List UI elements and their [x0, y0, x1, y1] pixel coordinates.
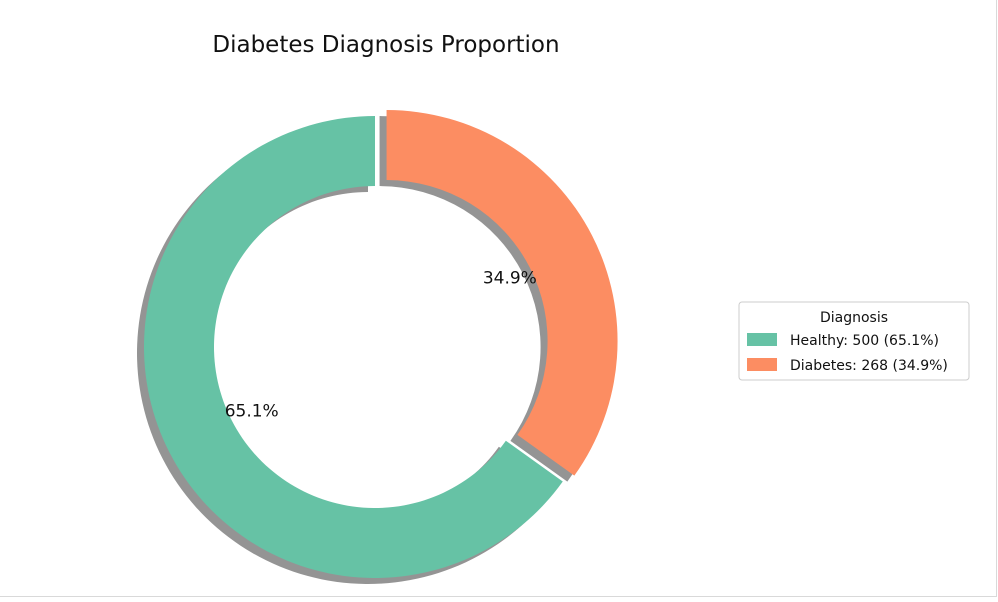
slice-healthy: [143, 116, 563, 578]
legend-items: Healthy: 500 (65.1%) Diabetes: 268 (34.9%…: [747, 333, 948, 374]
slice-labels: 65.1% 34.9%: [225, 269, 537, 422]
legend-swatch-healthy: [747, 333, 777, 346]
legend-title: Diagnosis: [820, 310, 888, 326]
legend-label-healthy: Healthy: 500 (65.1%): [790, 333, 939, 349]
legend-swatch-diabetes: [747, 358, 777, 371]
slice-label-diabetes: 34.9%: [483, 269, 537, 289]
slice-label-healthy: 65.1%: [225, 401, 279, 421]
legend: Diagnosis Healthy: 500 (65.1%) Diabetes: …: [738, 301, 970, 381]
legend-label-diabetes: Diabetes: 268 (34.9%): [790, 358, 948, 374]
slice-diabetes: [386, 110, 618, 476]
legend-box: [738, 301, 970, 381]
chart-title: Diabetes Diagnosis Proportion: [212, 32, 559, 58]
donut-slices: [143, 110, 618, 578]
